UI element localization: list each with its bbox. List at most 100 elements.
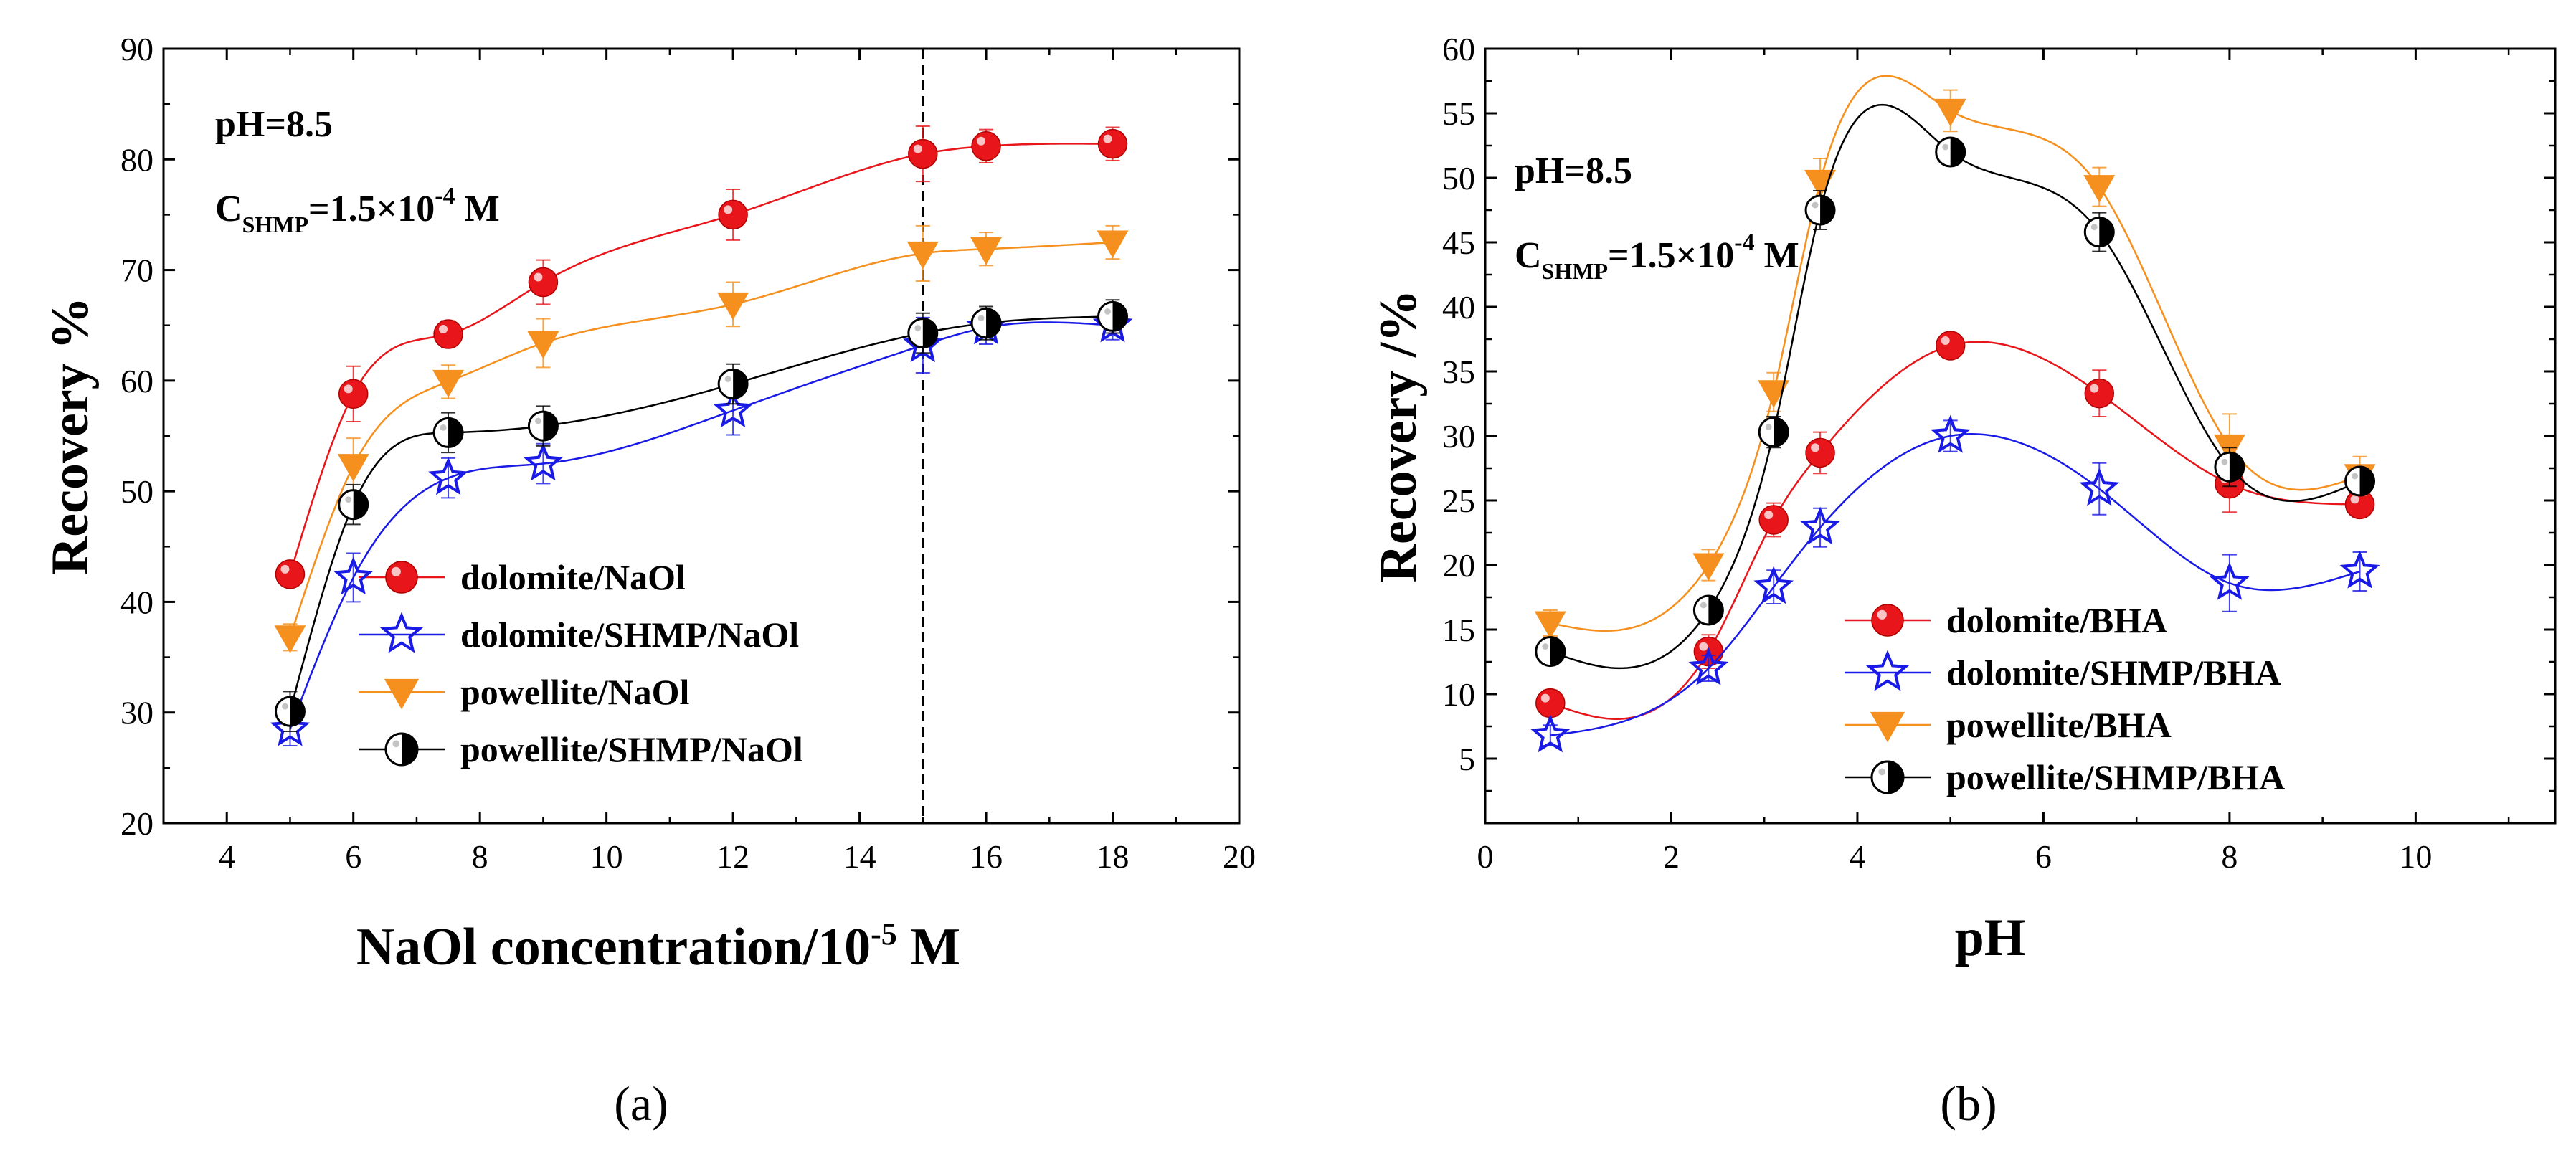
data-point [1758, 417, 1789, 448]
data-point [970, 237, 1003, 265]
x-tick-label: 0 [1477, 838, 1494, 875]
data-point [1535, 636, 1566, 668]
data-point [1692, 594, 1724, 626]
y-axis-label: Recovery % [41, 297, 100, 575]
x-tick-label: 18 [1097, 838, 1130, 875]
data-point [1804, 169, 1837, 198]
legend-marker [384, 732, 419, 767]
legend-entry: dolomite/NaOl [359, 557, 686, 597]
data-point [2083, 217, 2115, 248]
data-point [275, 559, 306, 589]
data-point [2084, 378, 2115, 409]
y-tick-label: 25 [1442, 483, 1475, 519]
legend-entry: dolomite/SHMP/BHA [1845, 650, 2281, 693]
data-point [2079, 468, 2120, 506]
data-point [1692, 553, 1725, 581]
y-axis-label: Recovery /% [1369, 290, 1428, 583]
legend-marker [1871, 604, 1904, 637]
y-tick-label: 60 [120, 363, 153, 399]
data-point [274, 625, 306, 653]
data-point [1935, 136, 1966, 168]
legend-label: dolomite/NaOl [460, 557, 686, 597]
data-point [1688, 647, 1729, 685]
series-dolomite-bha [1535, 331, 2375, 720]
y-tick-label: 70 [120, 252, 153, 289]
data-point [338, 489, 369, 521]
series-line [1550, 433, 2360, 736]
y-tick-label: 50 [1442, 160, 1475, 196]
legend-entry: dolomite/SHMP/NaOl [359, 612, 799, 655]
data-point [717, 292, 749, 321]
series-powellite-naol [274, 224, 1129, 653]
annotation-concentration: CSHMP=1.5×10-4 M [1515, 229, 1799, 284]
y-tick-label: 15 [1442, 612, 1475, 648]
data-point [1934, 98, 1966, 127]
y-tick-label: 40 [120, 584, 153, 620]
legend-marker [1870, 760, 1905, 794]
data-point [1930, 414, 1971, 453]
data-point [1800, 506, 1840, 545]
y-tick-label: 20 [120, 805, 153, 842]
y-tick-label: 50 [120, 473, 153, 510]
y-tick-label: 90 [120, 31, 153, 67]
data-point [432, 369, 465, 398]
x-tick-label: 10 [2399, 838, 2432, 875]
chart-panel-a: 4 6 8 10 12 14 16 18 20 20 30 40 50 60 70 80 90 NaOl conc… [41, 31, 1256, 977]
x-tick-label: 12 [716, 838, 749, 875]
x-tick-label: 6 [2035, 838, 2052, 875]
x-tick-label: 8 [2221, 838, 2238, 875]
data-point [1097, 128, 1128, 159]
data-point [337, 454, 369, 482]
data-point [713, 389, 753, 428]
data-point [718, 199, 748, 230]
legend-marker [379, 612, 424, 653]
legend-label: powellite/BHA [1946, 705, 2172, 745]
data-point [907, 318, 939, 349]
data-point [1534, 611, 1566, 639]
x-tick-label: 6 [345, 838, 361, 875]
x-axis-label: pH [1955, 908, 2026, 967]
x-tick-label: 14 [843, 838, 876, 875]
x-tick-label: 8 [472, 838, 488, 875]
data-point [1804, 194, 1836, 226]
data-point [970, 308, 1002, 339]
data-point [1535, 688, 1566, 718]
chart-panel-b: 0 2 4 6 8 10 5 10 15 20 25 30 35 40 45 50 55 60 pH Recovery… [1369, 31, 2557, 967]
x-tick-label: 16 [970, 838, 1003, 875]
legend-entry: powellite/BHA [1845, 705, 2172, 745]
data-point [2339, 550, 2380, 589]
annotation-concentration: CSHMP=1.5×10-4 M [215, 183, 500, 237]
data-point [1935, 331, 1966, 361]
legend-marker [1870, 711, 1905, 743]
data-point [333, 556, 374, 595]
plot-frame [162, 47, 1241, 825]
x-tick-label: 10 [590, 838, 623, 875]
y-tick-label: 30 [120, 695, 153, 731]
legend-label: powellite/SHMP/NaOl [460, 729, 803, 769]
legend-label: powellite/SHMP/BHA [1946, 757, 2285, 797]
data-point [2210, 561, 2250, 600]
data-point [2344, 465, 2376, 497]
y-tick-label: 35 [1442, 354, 1475, 390]
data-point [908, 138, 938, 169]
series-powellite-shmp-bha [1535, 103, 2376, 670]
data-point [338, 379, 369, 409]
data-point [528, 267, 559, 298]
legend-label: powellite/NaOl [460, 672, 690, 712]
data-point [527, 410, 559, 442]
caption-a: (a) [614, 1076, 668, 1131]
data-point [432, 417, 464, 448]
legend-entry: powellite/NaOl [359, 672, 690, 712]
series-line [289, 241, 1113, 638]
legend-entry: powellite/SHMP/NaOl [359, 729, 803, 769]
y-tick-label: 80 [120, 141, 153, 178]
annotation-ph: pH=8.5 [215, 104, 333, 145]
legend-marker [385, 561, 418, 594]
y-tick-label: 55 [1442, 95, 1475, 132]
legend-marker [1865, 650, 1910, 691]
data-point [428, 457, 468, 495]
legend-entry: powellite/SHMP/BHA [1845, 757, 2285, 797]
series-dolomite-shmp-bha [1530, 414, 2380, 753]
x-tick-label: 4 [219, 838, 235, 875]
legend-label: dolomite/BHA [1946, 600, 2167, 640]
